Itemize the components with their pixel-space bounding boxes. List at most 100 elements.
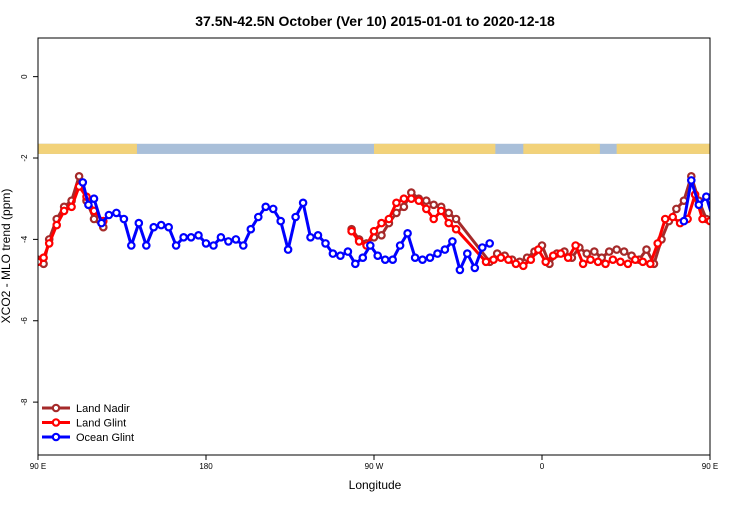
legend-item: Land Glint	[42, 418, 126, 430]
data-point	[186, 233, 196, 242]
data-point	[239, 241, 248, 250]
data-point	[436, 206, 446, 216]
data-point	[321, 239, 330, 248]
data-point	[496, 253, 506, 263]
data-point	[399, 194, 409, 204]
data-point	[149, 222, 159, 232]
data-point	[410, 253, 420, 263]
data-point	[377, 231, 386, 240]
data-point	[306, 233, 315, 242]
data-point	[84, 200, 93, 210]
data-point	[653, 239, 663, 248]
data-point	[373, 251, 383, 261]
series-1	[38, 182, 710, 271]
data-point	[504, 255, 513, 265]
data-point	[388, 255, 398, 265]
data-point	[733, 218, 739, 224]
data-point	[686, 176, 696, 185]
data-point	[645, 259, 655, 269]
data-point	[268, 204, 278, 214]
data-point	[354, 237, 364, 246]
x-tick-label: 90 W	[365, 462, 384, 471]
data-point	[582, 249, 592, 258]
data-point	[571, 241, 580, 250]
data-point	[380, 255, 390, 265]
x-tick-label: 90 E	[702, 462, 718, 471]
data-point	[384, 214, 394, 224]
data-point	[477, 243, 487, 252]
data-point	[347, 226, 356, 236]
data-point	[201, 239, 211, 248]
data-point	[421, 204, 431, 214]
data-point	[276, 216, 286, 226]
data-point	[444, 218, 454, 228]
data-point	[451, 224, 461, 234]
x-axis: 90 E 180 90 W 0 90 E	[30, 455, 718, 471]
data-point	[425, 253, 435, 263]
data-point	[709, 225, 710, 230]
data-point	[216, 233, 226, 242]
data-point	[343, 247, 353, 256]
data-point	[231, 235, 241, 244]
legend-marker	[51, 432, 61, 442]
data-point	[429, 200, 439, 210]
data-point	[698, 214, 707, 224]
data-point	[672, 204, 681, 214]
data-point	[246, 224, 256, 234]
data-point	[156, 220, 166, 230]
data-point	[104, 210, 114, 220]
data-point	[718, 214, 724, 220]
data-point	[89, 214, 99, 224]
series-layer	[38, 172, 739, 275]
data-point	[179, 233, 188, 242]
data-point	[52, 220, 62, 230]
data-point	[313, 231, 323, 240]
data-point	[660, 214, 670, 224]
data-point	[365, 241, 375, 250]
data-point	[399, 202, 409, 212]
data-point	[518, 261, 528, 271]
data-point	[679, 216, 689, 226]
data-point	[668, 212, 678, 222]
data-point	[548, 251, 558, 261]
data-point	[642, 245, 651, 254]
data-point	[481, 257, 491, 267]
data-point	[392, 198, 401, 208]
data-point	[336, 251, 345, 261]
data-point	[470, 263, 480, 273]
data-point	[298, 198, 308, 208]
data-point	[377, 218, 386, 228]
data-point	[421, 196, 431, 206]
data-point	[556, 249, 566, 258]
data-point	[97, 218, 106, 228]
data-point	[142, 241, 151, 250]
data-point	[630, 255, 640, 265]
legend-label: Land Glint	[76, 418, 126, 430]
data-point	[444, 208, 454, 218]
data-point	[224, 237, 233, 246]
data-point	[369, 226, 379, 236]
data-point	[164, 222, 174, 232]
data-point	[283, 245, 293, 254]
data-point	[726, 212, 732, 218]
data-point	[209, 241, 218, 250]
legend-marker	[51, 418, 61, 427]
data-point	[462, 249, 472, 258]
legend-label: Land Nadir	[76, 403, 130, 415]
data-point	[448, 237, 457, 246]
legend-marker	[51, 403, 61, 413]
y-tick-label: -6	[20, 317, 29, 325]
data-point	[709, 218, 710, 224]
data-point	[414, 196, 424, 206]
data-point	[578, 259, 588, 269]
data-point	[134, 218, 144, 228]
data-point	[328, 249, 338, 258]
land-sea-strip	[38, 143, 710, 154]
data-point	[440, 245, 450, 254]
data-point	[194, 231, 203, 240]
data-point	[253, 212, 263, 222]
land-band	[523, 143, 600, 154]
x-axis-label: Longitude	[349, 478, 402, 492]
